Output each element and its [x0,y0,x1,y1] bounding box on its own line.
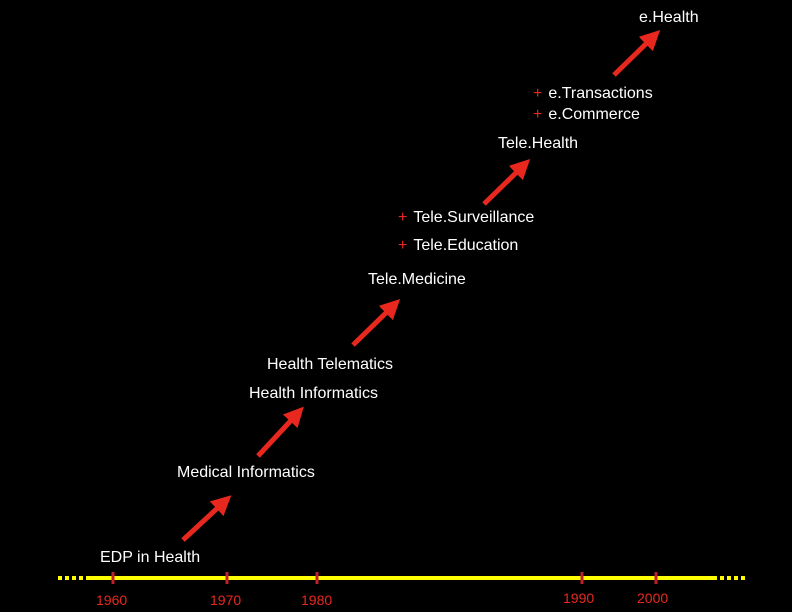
year-1960: 1960 [96,592,128,608]
arrow-telehealth-to-ehealth [612,30,661,77]
arrow-edp-to-medical-informatics [181,495,232,542]
label-health-informatics: Health Informatics [249,385,378,402]
year-2000: 2000 [637,590,669,606]
year-1990: 1990 [563,590,595,606]
year-1970: 1970 [210,592,242,608]
plus-icon: + [533,85,543,102]
label-tele-surveillance-row: + Tele.Surveillance [398,209,534,227]
label-medical-informatics: Medical Informatics [177,464,315,481]
label-ecommerce-row: + e.Commerce [533,106,640,124]
arrow-telemedicine-to-telehealth [482,159,531,206]
plus-icon: + [533,106,543,123]
plus-icon: + [398,209,408,226]
arrow-medical-to-health-informatics [256,406,304,458]
plus-icon: + [398,237,408,254]
label-etransactions-row: + e.Transactions [533,85,653,103]
label-tele-education: Tele.Education [413,237,519,254]
label-telehealth: Tele.Health [498,135,579,152]
label-edp-in-health: EDP in Health [100,549,201,566]
label-health-telematics: Health Telematics [267,356,393,373]
label-telemedicine: Tele.Medicine [368,271,466,288]
label-ehealth: e.Health [639,9,699,26]
label-tele-education-row: + Tele.Education [398,237,518,255]
year-1980: 1980 [301,592,333,608]
label-ecommerce: e.Commerce [548,106,640,123]
label-tele-surveillance: Tele.Surveillance [413,209,535,226]
arrow-health-telematics-to-telemedicine [351,299,401,347]
label-etransactions: e.Transactions [548,85,653,102]
